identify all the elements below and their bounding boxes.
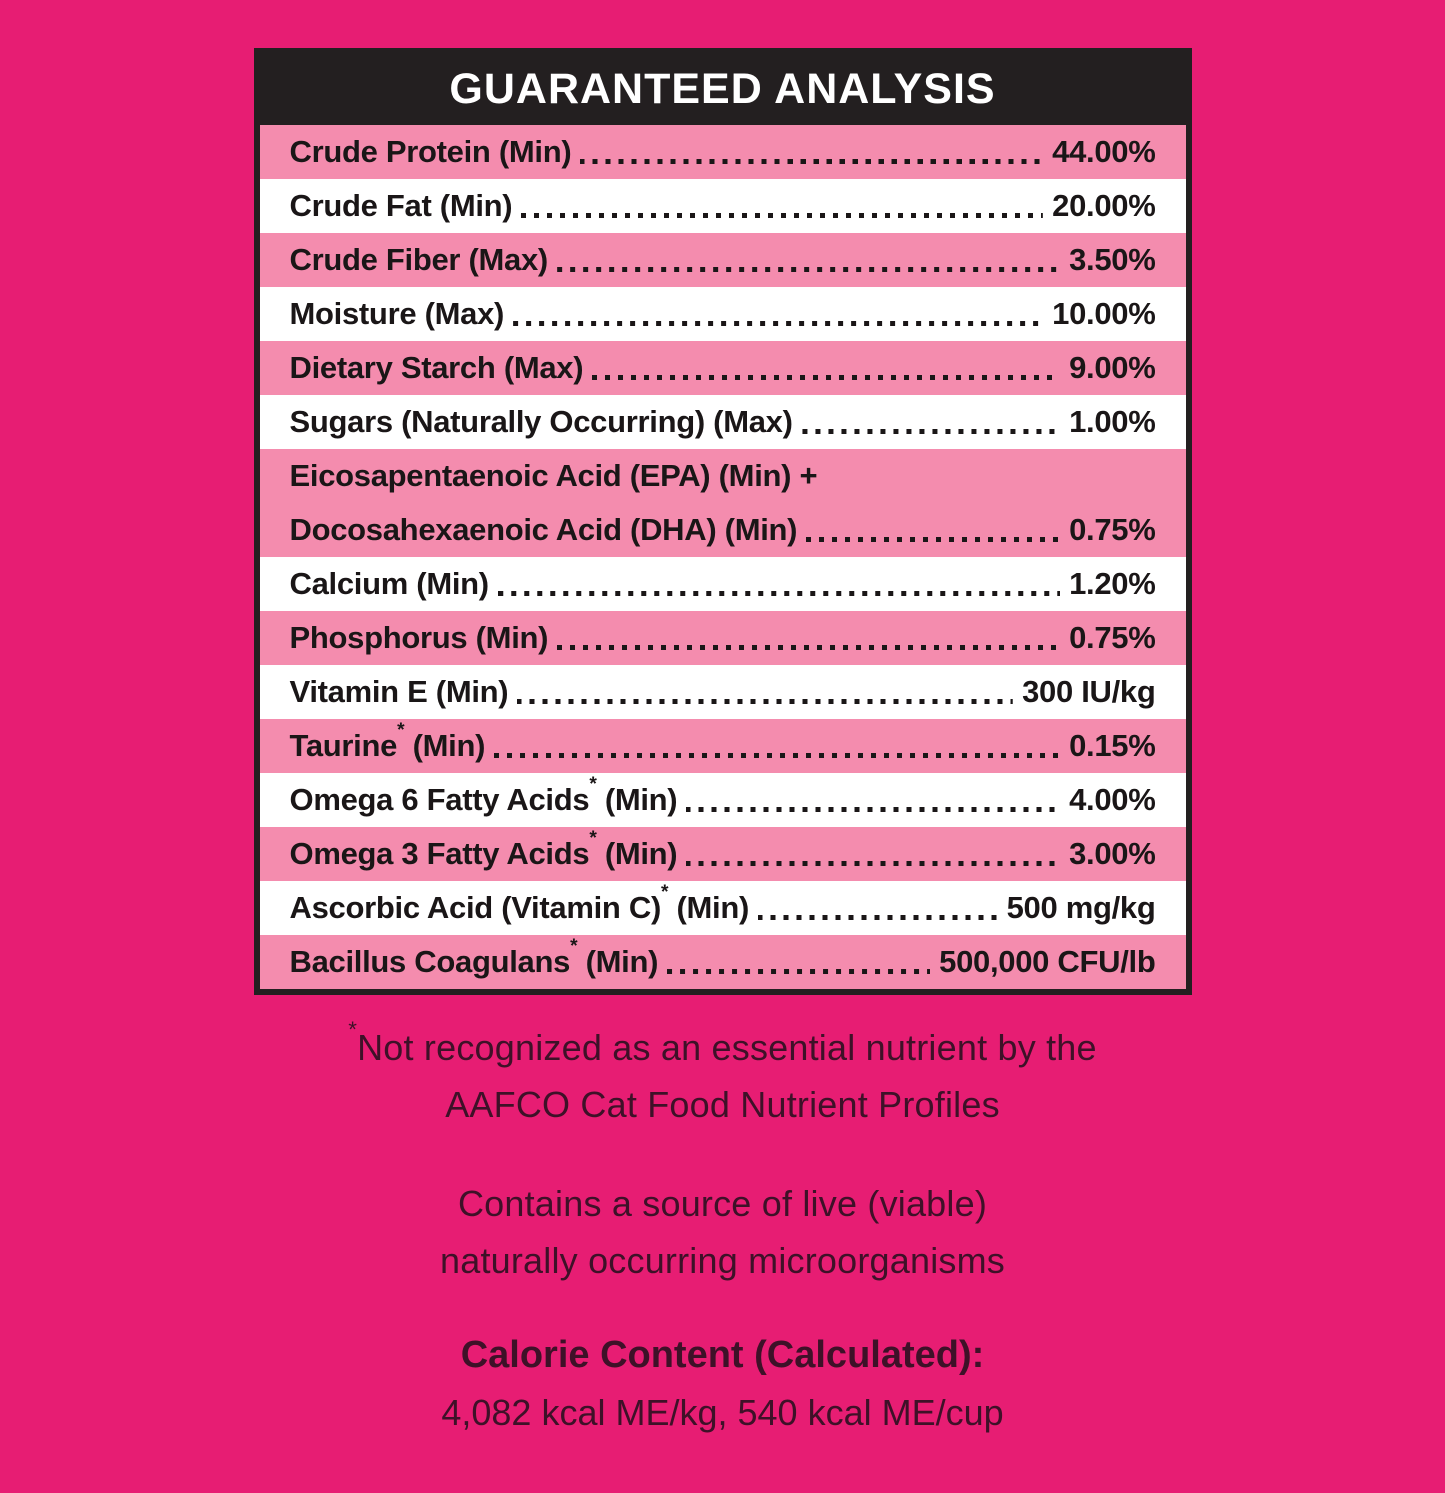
dot-leader xyxy=(497,590,1061,596)
row-label: Ascorbic Acid (Vitamin C)* (Min) xyxy=(289,882,750,925)
calorie-content-heading: Calorie Content (Calculated): xyxy=(460,1334,985,1376)
row-label: Dietary Starch (Max) xyxy=(289,350,584,385)
footnote-line-1: *Not recognized as an essential nutrient… xyxy=(348,1016,1097,1068)
analysis-row-line: Docosahexaenoic Acid (DHA) (Min) 0.75% xyxy=(260,503,1186,557)
dot-leader xyxy=(557,644,1061,650)
row-label: Docosahexaenoic Acid (DHA) (Min) xyxy=(289,512,798,547)
dot-leader xyxy=(686,860,1061,866)
row-value: 20.00% xyxy=(1052,188,1156,223)
row-label: Crude Fat (Min) xyxy=(289,188,513,223)
analysis-row: Phosphorus (Min) 0.75% xyxy=(259,611,1186,665)
dot-leader xyxy=(580,158,1044,164)
analysis-row: Crude Fat (Min) 20.00% xyxy=(259,179,1186,233)
analysis-row-line: Omega 6 Fatty Acids* (Min) 4.00% xyxy=(260,773,1186,827)
row-label: Calcium (Min) xyxy=(289,566,490,601)
analysis-row-line: Vitamin E (Min) 300 IU/kg xyxy=(260,665,1186,719)
dot-leader xyxy=(521,212,1044,218)
analysis-row: Omega 6 Fatty Acids* (Min) 4.00% xyxy=(259,773,1186,827)
row-label: Omega 6 Fatty Acids* (Min) xyxy=(289,774,678,817)
row-value: 0.75% xyxy=(1069,620,1156,655)
analysis-row: Taurine* (Min) 0.15% xyxy=(259,719,1186,773)
row-value: 9.00% xyxy=(1069,350,1156,385)
row-value: 44.00% xyxy=(1052,134,1156,169)
row-value: 1.20% xyxy=(1069,566,1156,601)
microorganisms-line-2: naturally occurring microorganisms xyxy=(440,1240,1005,1281)
analysis-row: Omega 3 Fatty Acids* (Min) 3.00% xyxy=(259,827,1186,881)
analysis-row: Eicosapentaenoic Acid (EPA) (Min) + Docos… xyxy=(259,449,1186,557)
row-label: Bacillus Coagulans* (Min) xyxy=(289,936,659,979)
analysis-row: Dietary Starch (Max) 9.00% xyxy=(259,341,1186,395)
analysis-row: Ascorbic Acid (Vitamin C)* (Min) 500 mg/k… xyxy=(259,881,1186,935)
analysis-row-line: Moisture (Max) 10.00% xyxy=(260,287,1186,341)
row-value: 300 IU/kg xyxy=(1022,674,1156,709)
row-label: Sugars (Naturally Occurring) (Max) xyxy=(289,404,793,439)
calorie-content-section: Calorie Content (Calculated): 4,082 kcal… xyxy=(0,1327,1445,1441)
analysis-row-line: Dietary Starch (Max) 9.00% xyxy=(260,341,1186,395)
analysis-row-line: Eicosapentaenoic Acid (EPA) (Min) + xyxy=(260,449,1186,503)
row-value: 500 mg/kg xyxy=(1006,890,1156,925)
footnote-line-2: AAFCO Cat Food Nutrient Profiles xyxy=(445,1084,1000,1125)
aafco-footnote: *Not recognized as an essential nutrient… xyxy=(0,1016,1445,1133)
dot-leader xyxy=(517,698,1014,704)
analysis-row: Crude Protein (Min) 44.00% xyxy=(259,125,1186,179)
pet-food-label: GUARANTEED ANALYSIS Crude Protein (Min) 4… xyxy=(0,48,1445,1441)
row-label: Taurine* (Min) xyxy=(289,720,486,763)
dot-leader xyxy=(556,266,1061,272)
table-body: Crude Protein (Min) 44.00% Crude Fat (Min)… xyxy=(259,125,1186,989)
dot-leader xyxy=(667,968,931,974)
row-label: Crude Fiber (Max) xyxy=(289,242,549,277)
microorganisms-note: Contains a source of live (viable) natur… xyxy=(0,1175,1445,1289)
row-label: Moisture (Max) xyxy=(289,296,505,331)
analysis-row-line: Bacillus Coagulans* (Min) 500,000 CFU/lb xyxy=(260,935,1186,989)
row-value: 1.00% xyxy=(1069,404,1156,439)
dot-leader xyxy=(513,320,1044,326)
analysis-row: Vitamin E (Min) 300 IU/kg xyxy=(259,665,1186,719)
row-value: 10.00% xyxy=(1052,296,1156,331)
dot-leader xyxy=(592,374,1061,380)
analysis-row-line: Ascorbic Acid (Vitamin C)* (Min) 500 mg/k… xyxy=(260,881,1186,935)
analysis-row-line: Sugars (Naturally Occurring) (Max) 1.00% xyxy=(260,395,1186,449)
analysis-row-line: Taurine* (Min) 0.15% xyxy=(260,719,1186,773)
guaranteed-analysis-table: GUARANTEED ANALYSIS Crude Protein (Min) 4… xyxy=(253,48,1192,995)
row-label: Vitamin E (Min) xyxy=(289,674,509,709)
dot-leader xyxy=(494,752,1061,758)
row-label: Crude Protein (Min) xyxy=(289,134,572,169)
analysis-row: Calcium (Min) 1.20% xyxy=(259,557,1186,611)
dot-leader xyxy=(806,536,1061,542)
row-label: Phosphorus (Min) xyxy=(289,620,549,655)
row-value: 4.00% xyxy=(1069,782,1156,817)
analysis-row-line: Calcium (Min) 1.20% xyxy=(260,557,1186,611)
analysis-row-line: Crude Fiber (Max) 3.50% xyxy=(260,233,1186,287)
analysis-row: Crude Fiber (Max) 3.50% xyxy=(259,233,1186,287)
analysis-row: Sugars (Naturally Occurring) (Max) 1.00% xyxy=(259,395,1186,449)
analysis-row: Moisture (Max) 10.00% xyxy=(259,287,1186,341)
row-value: 500,000 CFU/lb xyxy=(939,944,1156,979)
row-label: Eicosapentaenoic Acid (EPA) (Min) + xyxy=(289,458,818,493)
analysis-row-line: Crude Fat (Min) 20.00% xyxy=(260,179,1186,233)
row-value: 0.15% xyxy=(1069,728,1156,763)
table-title: GUARANTEED ANALYSIS xyxy=(259,54,1186,125)
dot-leader xyxy=(686,806,1061,812)
dot-leader xyxy=(758,914,998,920)
row-value: 3.00% xyxy=(1069,836,1156,871)
row-label: Omega 3 Fatty Acids* (Min) xyxy=(289,828,678,871)
microorganisms-line-1: Contains a source of live (viable) xyxy=(457,1183,988,1224)
calorie-content-values: 4,082 kcal ME/kg, 540 kcal ME/cup xyxy=(441,1392,1004,1433)
analysis-row-line: Crude Protein (Min) 44.00% xyxy=(260,125,1186,179)
row-value: 3.50% xyxy=(1069,242,1156,277)
row-value: 0.75% xyxy=(1069,512,1156,547)
analysis-row-line: Omega 3 Fatty Acids* (Min) 3.00% xyxy=(260,827,1186,881)
analysis-row-line: Phosphorus (Min) 0.75% xyxy=(260,611,1186,665)
analysis-row: Bacillus Coagulans* (Min) 500,000 CFU/lb xyxy=(259,935,1186,989)
dot-leader xyxy=(801,428,1061,434)
